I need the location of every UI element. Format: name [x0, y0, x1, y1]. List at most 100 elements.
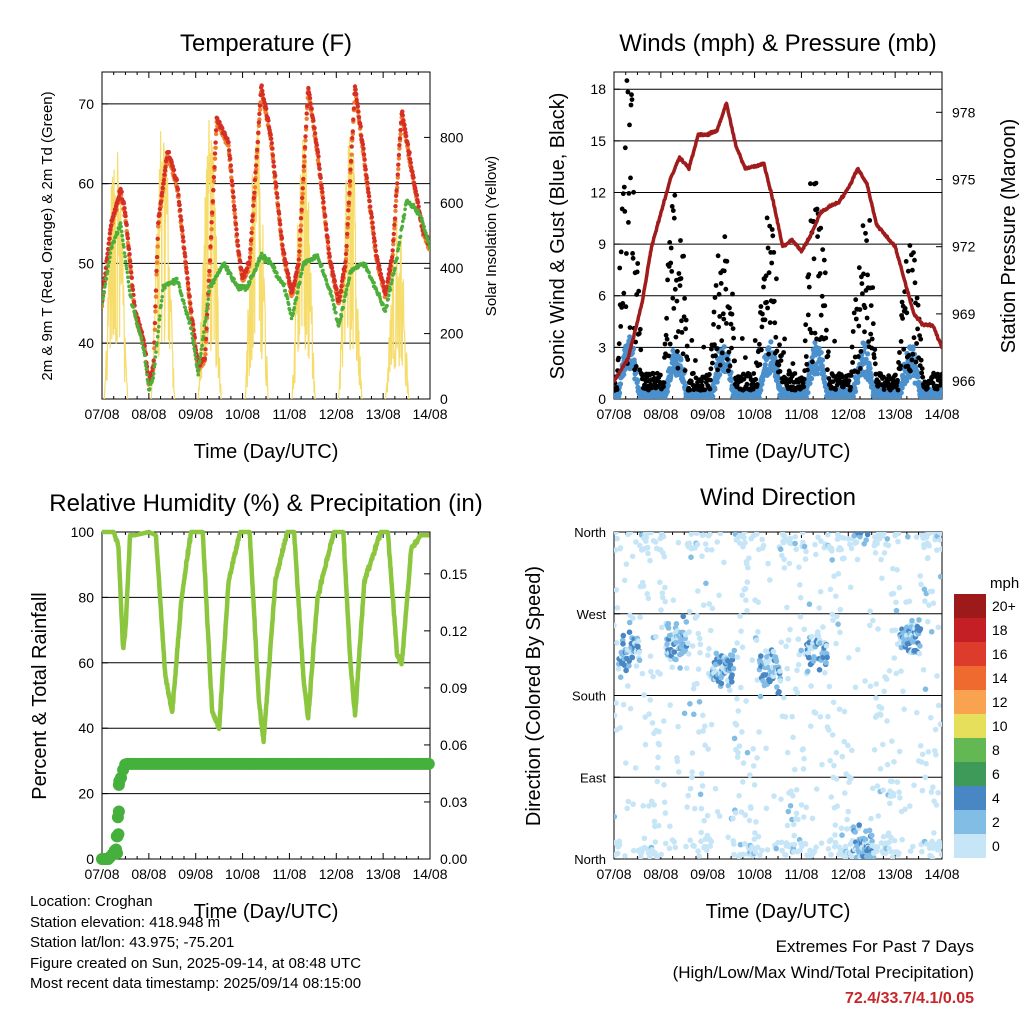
temp-2m-point: [332, 279, 337, 284]
direction-point: [793, 787, 800, 793]
temp-9m-point: [383, 294, 388, 300]
direction-point: [716, 592, 722, 599]
temp-2m-point: [279, 236, 285, 241]
direction-point: [792, 540, 798, 547]
wind-point: [939, 392, 942, 398]
dewpoint-point: [180, 293, 184, 298]
temp-9m-point: [248, 241, 254, 247]
direction-point: [793, 546, 799, 553]
dewpoint-point: [294, 296, 299, 300]
direction-point: [657, 579, 663, 586]
y-tick-label: 3: [598, 339, 606, 355]
gust-point: [669, 204, 675, 209]
temp-2m-point: [184, 265, 189, 271]
dewpoint-point: [199, 347, 204, 351]
direction-point: [744, 579, 751, 585]
x-tick-label: 10/08: [737, 866, 772, 882]
x-tick-label: 07/08: [84, 866, 119, 882]
gust-point: [762, 317, 768, 323]
direction-point: [689, 769, 695, 775]
gust-point: [767, 223, 773, 229]
temp-2m-point: [275, 195, 280, 200]
direction-point: [840, 535, 847, 541]
direction-point: [725, 682, 732, 689]
temp-2m-point: [226, 148, 232, 153]
dewpoint-point: [363, 262, 368, 267]
direction-point: [673, 621, 680, 627]
gust-point: [910, 267, 915, 273]
direction-point: [686, 608, 693, 615]
dewpoint-point: [157, 324, 161, 329]
direction-point: [658, 851, 664, 858]
direction-point: [798, 647, 804, 654]
direction-point: [680, 613, 686, 620]
gust-point: [911, 250, 916, 256]
temp-2m-point: [393, 204, 398, 209]
dewpoint-point: [389, 281, 394, 285]
direction-point: [702, 541, 709, 547]
y2-tick-label: 0.09: [440, 680, 467, 696]
y2-tick-label: 600: [440, 195, 464, 211]
gust-point: [716, 291, 722, 297]
temp-9m-point: [125, 240, 131, 246]
temp-2m-point: [174, 177, 179, 182]
temp-2m-point: [280, 243, 285, 248]
dewpoint-point: [289, 316, 294, 321]
temp-2m-point: [298, 216, 304, 221]
direction-point: [740, 760, 747, 766]
temp-2m-point: [181, 239, 186, 244]
temp-2m-point: [179, 217, 184, 223]
direction-point: [695, 666, 702, 672]
temp-2m-point: [390, 248, 395, 253]
dewpoint-point: [207, 289, 212, 294]
direction-point: [623, 667, 629, 674]
wind-ylabel: Sonic Wind & Gust (Blue, Black): [547, 93, 569, 380]
direction-point: [760, 542, 767, 549]
direction-point: [783, 840, 790, 846]
dewpoint-point: [120, 233, 124, 238]
gust-point: [713, 283, 719, 288]
direction-point: [795, 636, 802, 642]
gust-point: [710, 360, 715, 366]
temp-2m-point: [123, 213, 128, 219]
direction-point: [620, 632, 627, 639]
direction-point: [661, 718, 667, 724]
direction-point: [777, 546, 784, 552]
direction-point: [735, 749, 741, 756]
wind-point: [668, 373, 674, 379]
direction-point: [829, 548, 835, 554]
dewpoint-point: [122, 245, 126, 249]
temp-2m-point: [233, 215, 238, 220]
dewpoint-point: [118, 221, 123, 225]
temp-2m-point: [270, 153, 276, 158]
dewpoint-point: [272, 265, 277, 270]
direction-point: [809, 815, 816, 822]
direction-point: [740, 779, 746, 785]
wind-point: [915, 374, 921, 380]
direction-point: [742, 539, 748, 546]
temp-2m-point: [268, 132, 273, 137]
y2-tick-label: 966: [952, 373, 976, 389]
direction-point: [635, 638, 642, 644]
temp-2m-point: [273, 173, 278, 178]
direction-point: [841, 555, 847, 562]
dewpoint-point: [212, 280, 216, 285]
temp-2m-point: [213, 140, 218, 145]
temp-2m-point: [347, 190, 352, 196]
direction-point: [642, 714, 648, 720]
y2-tick-label: 800: [440, 129, 464, 145]
direction-point: [833, 749, 840, 756]
temp-2m-point: [152, 320, 158, 326]
temp-2m-point: [370, 225, 376, 230]
dewpoint-point: [299, 271, 304, 276]
temp-2m-point: [266, 118, 271, 123]
temp-9m-point: [252, 185, 258, 190]
gust-point: [821, 257, 827, 263]
direction-point: [815, 633, 822, 639]
dewpoint-point: [124, 266, 129, 271]
temp-2m-point: [393, 193, 399, 198]
x-tick-label: 12/08: [831, 406, 866, 422]
direction-point: [659, 624, 665, 631]
wind-series: [614, 78, 942, 399]
temp-2m-point: [334, 291, 340, 297]
